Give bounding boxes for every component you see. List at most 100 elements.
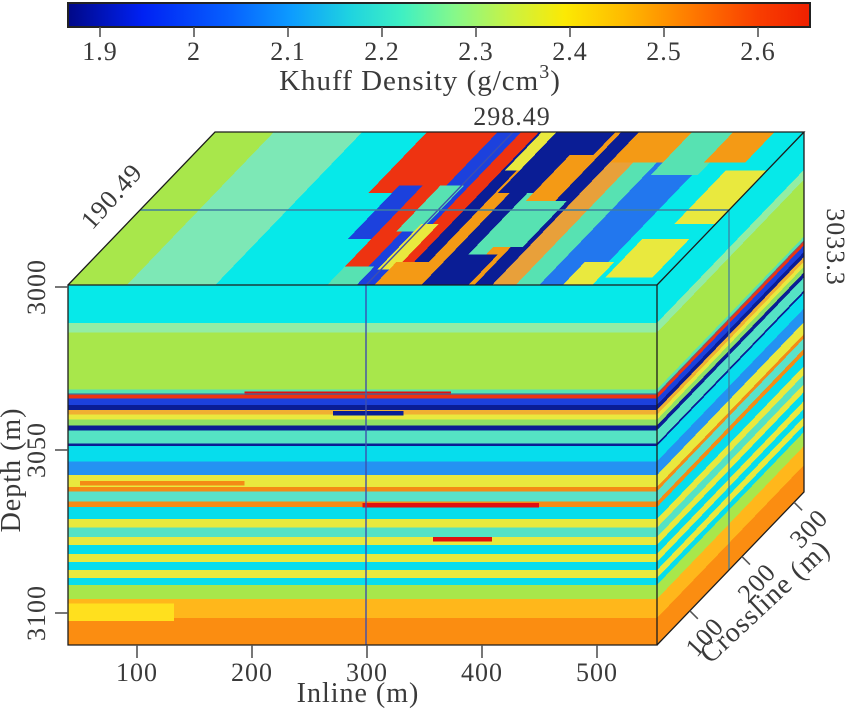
face-patch xyxy=(396,185,464,232)
face-stripe xyxy=(68,398,657,405)
face-patch xyxy=(374,262,444,285)
face-stripe xyxy=(327,132,498,285)
face-patch xyxy=(433,254,498,285)
colorbar-tick-label: 2.4 xyxy=(552,37,588,66)
face-stripe xyxy=(68,404,657,410)
face-patch xyxy=(68,603,175,621)
colorbar-tick-label: 1.9 xyxy=(82,37,118,66)
colorbar-ticks: 1.9 2 2.1 2.2 2.3 2.4 2.5 2.6 xyxy=(82,27,776,66)
crossline-tick-mark xyxy=(793,501,803,511)
face-stripe xyxy=(68,475,657,487)
face-patch xyxy=(362,502,540,508)
face-stripe xyxy=(68,430,657,444)
face-patch xyxy=(650,131,740,175)
face-stripe xyxy=(68,486,657,492)
face-stripe xyxy=(657,256,804,415)
inline-axis: Inline (m) 100 200 300 400 500 xyxy=(116,645,617,709)
colorbar-title-main: Khuff Density (g/cm xyxy=(279,65,539,97)
face-patch xyxy=(493,200,568,247)
inline-slice-line-top xyxy=(365,131,514,286)
cube-top-edge xyxy=(67,131,806,286)
cube-outline xyxy=(67,131,806,646)
face-stripe xyxy=(657,179,804,390)
slice-marker-lines xyxy=(68,131,805,645)
cube-right-face-inline-slice xyxy=(657,132,804,645)
face-patch xyxy=(327,266,375,285)
volume-cube xyxy=(67,131,806,646)
face-stripe xyxy=(657,132,804,323)
face-stripe xyxy=(68,553,657,562)
face-patch xyxy=(605,239,690,278)
face-stripe xyxy=(68,393,657,399)
face-stripe xyxy=(68,425,657,431)
cube-right-edge xyxy=(656,132,805,646)
depth-slice-line-right xyxy=(656,240,805,395)
colorbar-title-superscript: 3 xyxy=(539,61,550,83)
face-stripe xyxy=(68,322,657,333)
colorbar-title: Khuff Density (g/cm3) xyxy=(279,61,561,97)
colorbar-tick-label: 2.6 xyxy=(740,37,776,66)
inline-slice-annotation: 298.49 xyxy=(473,102,551,131)
face-stripe xyxy=(657,391,804,554)
face-stripe xyxy=(515,132,687,285)
face-stripe xyxy=(68,491,657,502)
face-stripe xyxy=(68,544,657,554)
colorbar-tick-label: 2.5 xyxy=(646,37,682,66)
face-stripe xyxy=(657,431,804,599)
face-stripe xyxy=(657,408,804,571)
inline-tick-label: 400 xyxy=(461,658,503,687)
face-stripe xyxy=(657,272,804,431)
face-stripe xyxy=(657,322,804,487)
face-stripe xyxy=(68,414,657,420)
crossline-tick-mark xyxy=(741,555,751,566)
face-stripe xyxy=(68,285,657,323)
depth-slice-annotation: 3033.3 xyxy=(821,208,847,286)
face-stripe xyxy=(68,419,657,426)
crossline-tick-mark xyxy=(689,610,699,620)
cube-top-face-depth-slice xyxy=(68,131,804,285)
face-stripe xyxy=(126,132,363,285)
face-stripe xyxy=(657,308,804,476)
face-stripe xyxy=(68,461,657,476)
face-stripe xyxy=(492,132,663,285)
face-stripe xyxy=(657,354,804,519)
inline-axis-title: Inline (m) xyxy=(297,678,420,709)
colorbar-gradient-bar xyxy=(67,2,811,28)
face-patch xyxy=(609,131,693,163)
face-stripe xyxy=(68,618,657,645)
colorbar-title-close: ) xyxy=(550,65,561,97)
face-stripe xyxy=(657,251,804,410)
face-stripe xyxy=(68,519,657,528)
face-stripe xyxy=(657,348,804,508)
face-stripe xyxy=(68,332,657,390)
face-stripe xyxy=(68,445,657,462)
face-stripe xyxy=(68,561,657,571)
face-stripe xyxy=(657,290,804,446)
face-stripe xyxy=(657,465,804,645)
inline-tick-label: 200 xyxy=(231,658,273,687)
face-patch xyxy=(333,411,404,416)
depth-tick-label: 3100 xyxy=(22,585,51,641)
colorbar-tick-label: 2.2 xyxy=(364,37,400,66)
inline-tick-label: 300 xyxy=(346,658,388,687)
depth-axis-title: Depth (m) xyxy=(0,408,27,533)
face-stripe xyxy=(68,570,657,579)
face-stripe xyxy=(68,527,657,537)
face-stripe xyxy=(68,537,657,545)
face-stripe xyxy=(657,277,804,444)
colorbar: 1.9 2 2.1 2.2 2.3 2.4 2.5 2.6 Khuff Density (g/… xyxy=(67,2,811,97)
depth-tick-label: 3000 xyxy=(22,259,51,315)
face-stripe xyxy=(68,584,657,599)
face-patch xyxy=(368,131,475,194)
face-stripe xyxy=(657,425,804,585)
face-patch xyxy=(703,131,775,163)
inline-tick-label: 100 xyxy=(116,658,158,687)
face-stripe xyxy=(68,507,657,519)
face-patch xyxy=(79,481,245,486)
face-stripe xyxy=(68,443,657,446)
face-stripe xyxy=(657,333,804,492)
face-stripe xyxy=(657,236,804,394)
depth-axis: Depth (m) 3000 3050 3100 xyxy=(0,259,68,641)
